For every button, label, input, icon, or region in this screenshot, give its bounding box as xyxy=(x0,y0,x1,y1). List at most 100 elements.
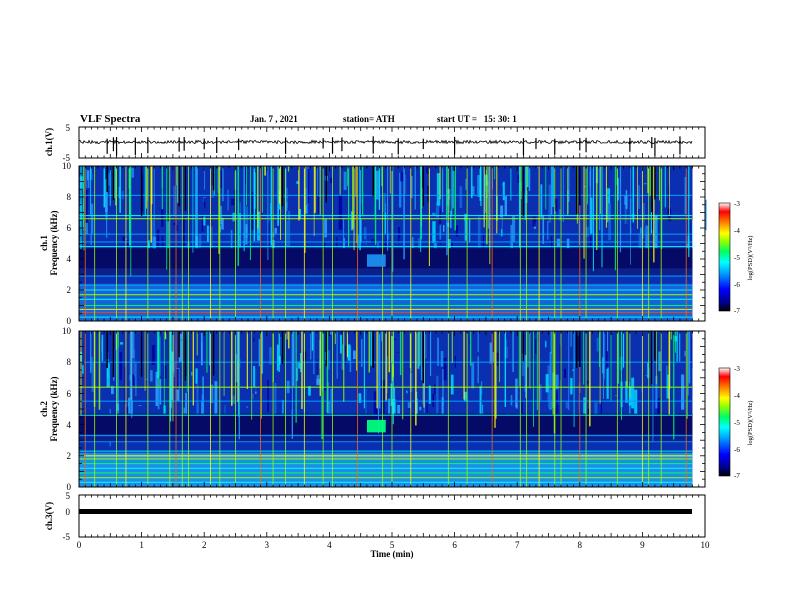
ch1-cbar-tick-m7: -7 xyxy=(734,307,740,315)
x-axis-tick-labels: 0 1 2 3 4 5 6 7 8 9 10 xyxy=(77,540,710,550)
ch1-ytick-10: 10 xyxy=(62,161,72,171)
spectrogram-speckle xyxy=(482,233,484,257)
spectrogram-speckle xyxy=(426,402,428,414)
spectrogram-speckle xyxy=(681,374,685,410)
spectrogram-speckle xyxy=(195,368,198,384)
x-tick-label: 7 xyxy=(515,540,520,550)
spectrogram-speckle xyxy=(550,378,552,401)
spectrogram-speckle xyxy=(383,192,386,213)
spectrogram-speckle xyxy=(199,209,201,220)
spectrogram-speckle xyxy=(665,195,668,212)
spectrogram-speckle xyxy=(135,362,137,397)
spectrogram-speckle xyxy=(142,174,144,211)
ch2-ytick-0: 0 xyxy=(67,482,72,492)
spectrogram-speckle xyxy=(119,342,124,345)
spectrogram-speckle xyxy=(336,228,338,237)
spectrogram-speckle xyxy=(159,378,162,405)
ch1-ylabel: ch.1(V) xyxy=(44,128,54,156)
spectrogram-speckle xyxy=(327,350,330,370)
spectrogram-speckle xyxy=(645,225,649,250)
spectrogram-speckle xyxy=(671,363,674,383)
spectrogram-speckle xyxy=(173,222,176,226)
spectrogram-speckle xyxy=(216,168,220,194)
spectrogram-speckle xyxy=(450,241,453,250)
spectrogram-speckle xyxy=(573,207,577,217)
spectrogram-speckle xyxy=(161,209,164,227)
ch3-ytick-mid: 0 xyxy=(66,507,71,517)
spectrogram-speckle xyxy=(477,175,481,198)
spectrogram-speckle xyxy=(381,379,385,417)
ch3-ytick-bottom: -5 xyxy=(63,532,71,542)
spectrogram-speckle xyxy=(437,220,439,254)
spectrogram-speckle xyxy=(178,333,183,363)
spectrogram-speckle xyxy=(131,167,134,178)
spectrogram-speckle xyxy=(151,344,156,365)
spectrogram-speckle xyxy=(617,177,619,201)
spectrogram-speckle xyxy=(147,185,151,213)
spectrogram-speckle xyxy=(115,395,117,417)
panel-ch1-spectrogram: 0 2 4 6 8 10 ch.1 Frequency (kHz) -3 -4 … xyxy=(39,161,754,326)
panel-ch2-spectrogram: 0 2 4 6 8 10 ch.2 Frequency (kHz) -3 -4 … xyxy=(39,326,754,492)
spectrogram-speckle xyxy=(203,216,206,226)
spectrogram-speckle xyxy=(209,384,214,404)
spectrogram-speckle xyxy=(429,334,433,371)
spectrogram-speckle xyxy=(330,388,333,426)
spectrogram-speckle xyxy=(365,388,367,425)
spectrogram-speckle xyxy=(214,381,218,416)
spectrogram-speckle xyxy=(656,341,660,351)
spectrogram-speckle xyxy=(545,374,549,393)
spectrogram-speckle xyxy=(471,362,475,389)
spectrogram-speckle xyxy=(145,378,149,380)
panel-frame xyxy=(78,494,706,538)
ch2-ytick-2: 2 xyxy=(67,451,72,461)
spectrogram-speckle xyxy=(472,186,475,196)
spectrogram-speckle xyxy=(679,205,682,220)
spectrogram-speckle xyxy=(555,331,558,360)
spectrogram-speckle xyxy=(545,340,547,348)
ch2-ylabel-line1: ch.2 xyxy=(39,401,49,417)
panel-ch1-waveform: 5 -5 ch.1(V) xyxy=(44,123,706,163)
spectrogram-speckle xyxy=(655,375,658,409)
chart-title: VLF Spectra xyxy=(80,113,141,125)
spectrogram-speckle xyxy=(308,386,311,396)
spectrogram-speckle xyxy=(521,400,523,422)
spectrogram-speckle xyxy=(280,336,283,356)
spectrogram-speckle xyxy=(517,174,520,183)
spectrogram-speckle xyxy=(131,331,135,359)
ch3-waveform-trace xyxy=(79,509,692,514)
spectrogram-speckle xyxy=(565,402,569,409)
spectrogram-speckle xyxy=(578,216,580,245)
spectrogram-speckle xyxy=(245,166,247,184)
spectrogram-speckle xyxy=(305,166,310,205)
ch2-ytick-10: 10 xyxy=(62,326,72,336)
spectrogram-speckle xyxy=(230,230,233,257)
spectrogram-speckle xyxy=(252,393,254,399)
spectrogram-speckle xyxy=(373,391,378,429)
spectrogram-speckle xyxy=(343,171,347,190)
x-tick-label: 8 xyxy=(578,540,583,550)
spectrogram-speckle xyxy=(253,337,255,342)
spectrogram-speckle xyxy=(606,331,608,369)
spectrogram-speckle xyxy=(411,175,413,199)
ch1-colorbar xyxy=(718,202,731,312)
panel-ch3-waveform: 5 0 -5 ch.3(V) xyxy=(44,491,706,542)
spectrogram-speckle xyxy=(269,347,272,365)
spectrogram-speckle xyxy=(251,191,255,230)
spectrogram-speckle xyxy=(524,354,527,392)
ch1-spectrogram-image xyxy=(79,166,707,321)
spectrogram-speckle xyxy=(290,188,294,196)
spectrogram-speckle xyxy=(504,346,508,359)
spectrogram-speckle xyxy=(315,337,317,356)
spectrogram-speckle xyxy=(131,374,135,386)
spectrogram-speckle xyxy=(647,362,649,379)
spectrogram-speckle xyxy=(645,375,648,376)
spectrogram-speckle xyxy=(548,384,552,409)
spectrogram-speckle xyxy=(510,394,513,406)
spectrogram-speckle xyxy=(535,339,537,354)
spectrogram-speckle xyxy=(428,385,431,404)
spectrogram-speckle xyxy=(90,234,92,245)
ch1-cbar-tick-m4: -4 xyxy=(734,227,740,235)
spectrogram-speckle xyxy=(549,397,552,429)
spectrogram-speckle xyxy=(347,344,351,361)
ch1-ylabel-line2: Frequency (kHz) xyxy=(49,210,59,275)
